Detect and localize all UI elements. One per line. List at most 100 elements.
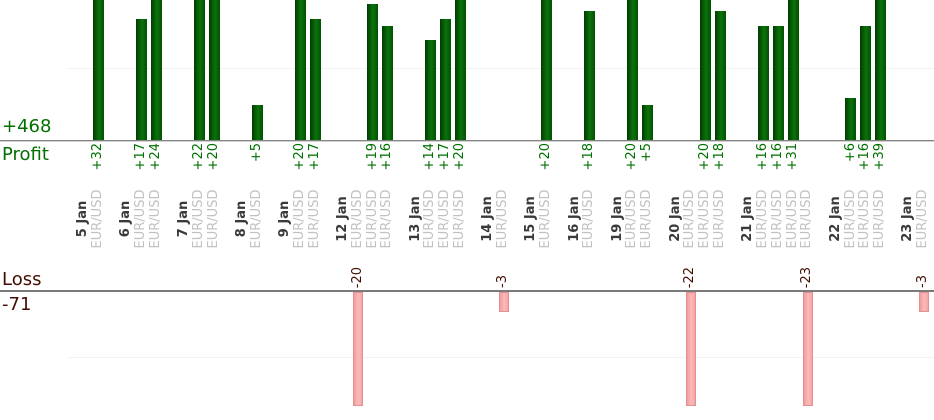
profit-bar <box>382 25 394 141</box>
loss-value-label: -22 <box>682 266 698 288</box>
loss-total: -71 <box>2 294 32 315</box>
profit-bar <box>757 25 769 141</box>
date-label: 12 Jan <box>334 196 350 242</box>
symbol-label: EUR/USD <box>190 189 206 249</box>
profit-bar <box>92 0 104 141</box>
profit-bar <box>425 40 437 141</box>
symbol-label: EUR/USD <box>306 189 322 249</box>
symbol-label: EUR/USD <box>205 189 221 249</box>
symbol-label: EUR/USD <box>422 189 438 249</box>
symbol-label: EUR/USD <box>437 189 453 249</box>
profit-value-label: +22 <box>190 143 206 171</box>
loss-bar <box>802 292 813 406</box>
profit-value-label: +18 <box>711 143 727 171</box>
symbol-label: EUR/USD <box>799 189 815 249</box>
profit-value-label: +16 <box>857 143 873 171</box>
symbol-label: EUR/USD <box>495 189 511 249</box>
profit-value-label: +18 <box>581 143 597 171</box>
symbol-label: EUR/USD <box>697 189 713 249</box>
profit-bar <box>772 25 784 141</box>
profit-value-label: +20 <box>624 143 640 171</box>
profit-bar <box>845 97 857 141</box>
symbol-label: EUR/USD <box>349 189 365 249</box>
symbol-label: EUR/USD <box>379 189 395 249</box>
profit-value-label: +20 <box>205 143 221 171</box>
loss-bar <box>685 292 696 406</box>
profit-bar <box>714 11 726 141</box>
profit-bar <box>642 105 654 141</box>
profit-value-label: +14 <box>422 143 438 171</box>
symbol-label: EUR/USD <box>147 189 163 249</box>
date-label: 5 Jan <box>75 200 90 238</box>
profit-value-label: +20 <box>291 143 307 171</box>
loss-bar <box>918 292 929 312</box>
profit-bar <box>541 0 553 141</box>
profit-value-label: +20 <box>697 143 713 171</box>
loss-value-label: -20 <box>349 266 365 288</box>
symbol-label: EUR/USD <box>872 189 888 249</box>
profit-bar <box>627 0 639 141</box>
loss-bar <box>353 292 364 406</box>
date-label: 21 Jan <box>740 196 756 242</box>
symbol-label: EUR/USD <box>755 189 770 249</box>
symbol-label: EUR/USD <box>639 189 655 249</box>
profit-bar <box>367 4 379 141</box>
date-label: 8 Jan <box>233 200 249 238</box>
symbol-label: EUR/USD <box>89 189 105 249</box>
profit-bar <box>787 0 799 141</box>
profit-bar <box>454 0 466 141</box>
profit-axis-line <box>0 140 934 141</box>
profit-bar <box>193 0 205 141</box>
symbol-label: EUR/USD <box>452 189 467 249</box>
loss-value-label: -3 <box>495 275 511 288</box>
date-label: 9 Jan <box>277 200 292 238</box>
symbol-label: EUR/USD <box>915 189 931 249</box>
date-label: 7 Jan <box>176 200 191 238</box>
loss-axis-label: Loss <box>2 269 42 290</box>
profit-value-label: +24 <box>147 143 163 171</box>
date-label: 6 Jan <box>118 200 134 238</box>
profit-value-label: +20 <box>452 143 467 171</box>
symbol-label: EUR/USD <box>769 189 785 249</box>
profit-bar <box>208 0 220 141</box>
symbol-label: EUR/USD <box>682 189 698 249</box>
loss-chart-area <box>0 292 934 406</box>
profit-bar <box>584 11 596 141</box>
symbol-label: EUR/USD <box>132 189 148 249</box>
profit-value-label: +39 <box>872 143 888 171</box>
symbol-label: EUR/USD <box>857 189 873 249</box>
profit-value-label: +16 <box>755 143 770 171</box>
profit-chart-area <box>0 0 934 141</box>
profit-bar <box>875 0 886 141</box>
profit-value-label: +31 <box>784 143 800 171</box>
profit-value-label: +16 <box>379 143 395 171</box>
profit-bar <box>440 18 452 141</box>
loss-value-label: -3 <box>915 275 931 288</box>
symbol-label: EUR/USD <box>291 189 307 249</box>
profit-bar <box>150 0 162 141</box>
profit-total: +468 <box>2 116 52 137</box>
profit-bar <box>251 105 263 141</box>
date-label: 15 Jan <box>523 196 539 242</box>
profit-value-label: +32 <box>89 143 105 171</box>
date-label: 14 Jan <box>480 196 496 242</box>
profit-bar <box>294 0 306 141</box>
symbol-label: EUR/USD <box>581 189 597 249</box>
date-label: 23 Jan <box>900 196 916 242</box>
profit-bar <box>700 0 711 141</box>
symbol-label: EUR/USD <box>248 189 264 249</box>
profit-value-label: +16 <box>769 143 785 171</box>
profit-value-label: +20 <box>538 143 554 171</box>
symbol-label: EUR/USD <box>624 189 640 249</box>
profit-bar <box>135 18 147 141</box>
profit-value-label: +5 <box>639 143 655 163</box>
profit-value-label: +17 <box>437 143 453 171</box>
profit-value-label: +5 <box>248 143 264 163</box>
date-label: 22 Jan <box>827 196 843 242</box>
profit-axis-label: Profit <box>2 144 49 165</box>
profit-value-label: +17 <box>132 143 148 171</box>
profit-bar <box>860 25 872 141</box>
loss-axis-line <box>0 290 934 292</box>
loss-bar <box>498 292 509 312</box>
